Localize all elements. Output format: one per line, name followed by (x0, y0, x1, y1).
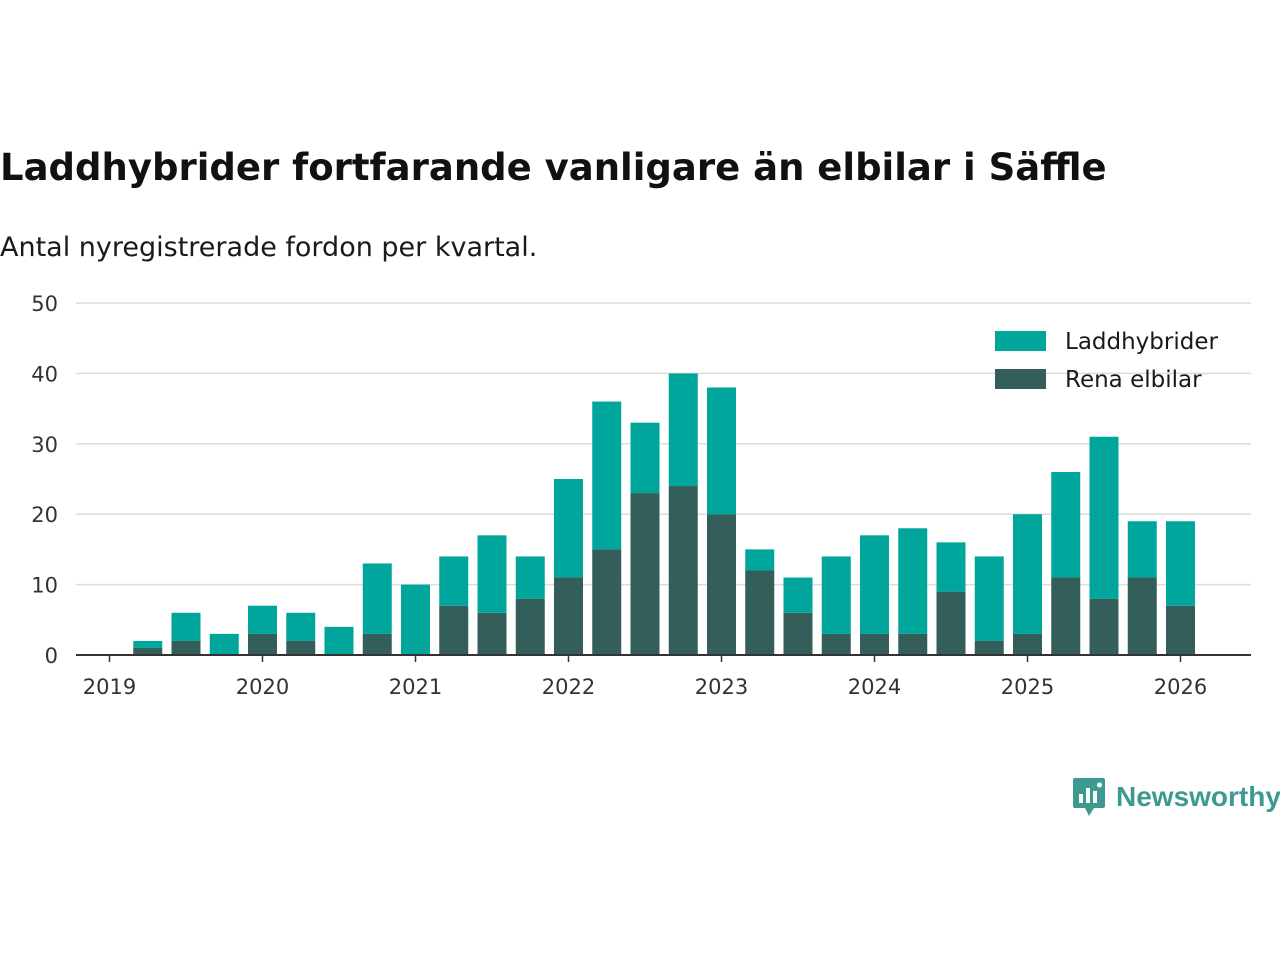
x-tick-label-2025: 2025 (1001, 675, 1054, 699)
newsworthy-logo-icon (1073, 778, 1105, 816)
bar-laddhybrider-2023Q3 (821, 556, 851, 634)
brand-name: Newsworthy (1116, 781, 1280, 812)
y-tick-label-40: 40 (31, 362, 58, 386)
bar-rena-elbilar-2021Q1 (439, 605, 469, 655)
chart-subtitle: Antal nyregistrerade fordon per kvartal. (0, 232, 538, 263)
y-tick-label-30: 30 (31, 433, 58, 457)
bar-rena-elbilar-2024Q2 (936, 591, 966, 655)
x-tick-label-2026: 2026 (1154, 675, 1207, 699)
bar-rena-elbilar-2025Q1 (1051, 577, 1081, 655)
bar-laddhybrider-2022Q3 (668, 373, 698, 487)
x-tick-label-2020: 2020 (236, 675, 289, 699)
bar-rena-elbilar-2023Q1 (745, 570, 775, 655)
bar-laddhybrider-2023Q1 (745, 549, 775, 571)
bar-rena-elbilar-2025Q3 (1127, 577, 1157, 655)
y-tick-label-0: 0 (45, 644, 58, 668)
bar-rena-elbilar-2022Q4 (707, 514, 736, 655)
bar-laddhybrider-2024Q2 (936, 542, 966, 592)
bar-laddhybrider-2019Q3 (209, 633, 239, 655)
bar-rena-elbilar-2023Q3 (821, 633, 851, 655)
bar-rena-elbilar-2022Q1 (592, 549, 622, 655)
bar-laddhybrider-2023Q4 (860, 535, 889, 634)
bars (133, 373, 1195, 655)
bar-laddhybrider-2019Q2 (171, 612, 201, 641)
bar-rena-elbilar-2024Q3 (974, 640, 1004, 655)
bar-laddhybrider-2020Q1 (286, 612, 316, 641)
bar-laddhybrider-2025Q1 (1051, 471, 1081, 578)
chart-title: Laddhybrider fortfarande vanligare än el… (0, 146, 1107, 189)
bar-laddhybrider-2025Q2 (1089, 436, 1119, 599)
bar-rena-elbilar-2020Q3 (362, 633, 392, 655)
legend-label-laddhybrider: Laddhybrider (1065, 329, 1218, 355)
bar-rena-elbilar-2022Q2 (630, 493, 660, 655)
bar-laddhybrider-2021Q1 (439, 556, 469, 606)
bar-rena-elbilar-2019Q1 (133, 647, 163, 655)
bar-laddhybrider-2024Q1 (898, 528, 928, 634)
x-axis-labels: 2019 2020 2021 2022 2023 2024 2025 2026 (83, 655, 1207, 699)
bar-rena-elbilar-2024Q4 (1013, 633, 1042, 655)
y-axis-labels: 0 10 20 30 40 50 (31, 292, 58, 668)
bar-rena-elbilar-2023Q4 (860, 633, 889, 655)
bar-rena-elbilar-2019Q4 (248, 633, 277, 655)
bar-laddhybrider-2020Q2 (324, 626, 354, 655)
bar-rena-elbilar-2024Q1 (898, 633, 928, 655)
bar-laddhybrider-2022Q1 (592, 401, 622, 550)
x-tick-label-2022: 2022 (542, 675, 595, 699)
y-tick-label-10: 10 (31, 574, 58, 598)
bar-rena-elbilar-2019Q2 (171, 640, 201, 655)
newsworthy-logo: Newsworthy (1072, 776, 1280, 818)
bar-laddhybrider-2025Q3 (1127, 521, 1157, 578)
legend-swatch-laddhybrider (995, 331, 1046, 351)
y-tick-label-50: 50 (31, 292, 58, 316)
bar-laddhybrider-2023Q2 (783, 577, 813, 613)
bar-rena-elbilar-2020Q1 (286, 640, 316, 655)
bar-laddhybrider-2020Q4 (401, 584, 430, 655)
bar-laddhybrider-2021Q4 (554, 479, 583, 578)
bar-laddhybrider-2019Q4 (248, 605, 277, 634)
y-tick-label-20: 20 (31, 503, 58, 527)
bar-laddhybrider-2021Q2 (477, 535, 507, 613)
bar-rena-elbilar-2021Q3 (515, 598, 545, 655)
legend: Laddhybrider Rena elbilar (995, 329, 1218, 393)
bar-rena-elbilar-2022Q3 (668, 486, 698, 655)
bar-rena-elbilar-2021Q4 (554, 577, 583, 655)
bar-laddhybrider-2020Q3 (362, 563, 392, 634)
legend-label-rena-elbilar: Rena elbilar (1065, 367, 1202, 393)
bar-laddhybrider-2025Q4 (1166, 521, 1195, 606)
bar-rena-elbilar-2025Q2 (1089, 598, 1119, 655)
bar-rena-elbilar-2021Q2 (477, 612, 507, 655)
stacked-bar-chart: 0 10 20 30 40 50 2019 2020 2021 2022 2023 2024 2025… (31, 292, 1251, 699)
bar-laddhybrider-2022Q2 (630, 422, 660, 494)
bar-rena-elbilar-2023Q2 (783, 612, 813, 655)
bar-laddhybrider-2024Q4 (1013, 514, 1042, 634)
bar-laddhybrider-2019Q1 (133, 640, 163, 648)
x-tick-label-2024: 2024 (848, 675, 901, 699)
bar-laddhybrider-2021Q3 (515, 556, 545, 599)
legend-swatch-rena-elbilar (995, 369, 1046, 389)
bar-rena-elbilar-2025Q4 (1166, 605, 1195, 655)
bar-laddhybrider-2022Q4 (707, 387, 736, 515)
x-tick-label-2021: 2021 (389, 675, 442, 699)
x-tick-label-2019: 2019 (83, 675, 136, 699)
x-tick-label-2023: 2023 (695, 675, 748, 699)
bar-laddhybrider-2024Q3 (974, 556, 1004, 641)
